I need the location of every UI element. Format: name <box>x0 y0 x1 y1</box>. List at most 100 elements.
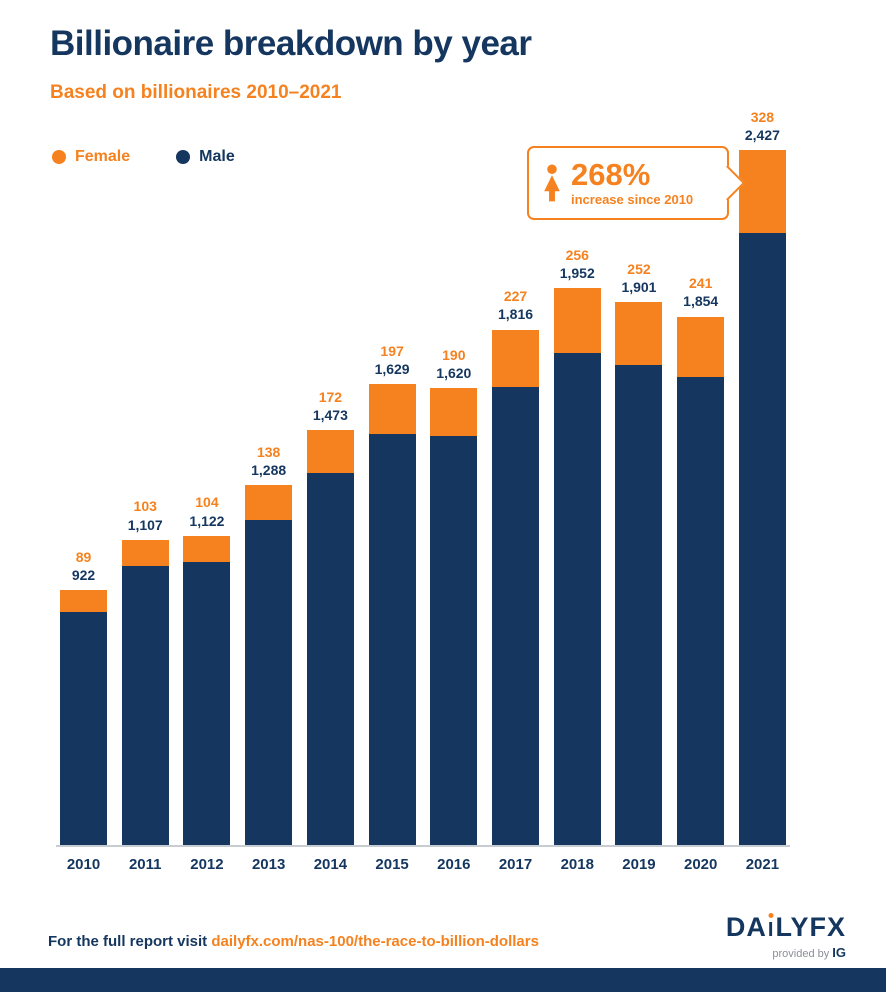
bar-value-labels: 104 1,122 <box>189 493 224 529</box>
male-bar-segment <box>738 232 786 845</box>
male-value-label: 1,901 <box>621 278 657 295</box>
female-person-icon <box>541 163 563 203</box>
x-axis-label: 2021 <box>745 856 780 873</box>
legend-item-male: Male <box>176 148 235 166</box>
bar-value-labels: 172 1,473 <box>313 388 348 424</box>
female-bar-segment <box>615 301 663 366</box>
male-bar-segment <box>121 565 169 845</box>
x-axis-label: 2016 <box>437 856 471 873</box>
x-axis-label: 2015 <box>375 856 409 873</box>
female-value-label: 252 <box>627 260 651 277</box>
male-bar-segment <box>553 352 601 845</box>
bar-value-labels: 227 1,816 <box>498 287 533 323</box>
female-value-label: 227 <box>503 288 528 305</box>
bar-column: 241 1,854 <box>677 274 725 845</box>
male-bar-segment <box>430 436 478 845</box>
male-value-label: 1,952 <box>559 264 595 281</box>
female-value-label: 89 <box>75 548 92 565</box>
male-bar-segment <box>183 561 231 845</box>
female-value-label: 138 <box>256 443 281 460</box>
callout-value: 268% <box>571 157 651 193</box>
female-bar-segment <box>60 589 107 613</box>
female-bar-segment <box>738 150 786 233</box>
callout-label: increase since 2010 <box>571 191 694 207</box>
bar-value-labels: 256 1,952 <box>560 246 595 282</box>
male-value-label: 1,629 <box>374 361 410 378</box>
footer-note: For the full report visit dailyfx.com/na… <box>48 933 539 950</box>
bar-column: 89 922 <box>60 548 107 845</box>
page-title: Billionaire breakdown by year <box>50 24 532 63</box>
female-bar-segment <box>553 288 601 353</box>
female-bar-segment <box>492 329 540 387</box>
logo-block: DAILYFX provided by IG <box>726 914 846 961</box>
provided-by-text: provided by <box>772 948 830 960</box>
bar-value-labels: 190 1,620 <box>436 346 471 382</box>
bar-value-labels: 103 1,107 <box>128 497 163 533</box>
bar-column: 197 1,629 <box>368 342 416 845</box>
x-axis-label: 2017 <box>498 856 533 873</box>
female-bar-segment <box>430 388 478 437</box>
male-value-label: 1,122 <box>189 512 225 529</box>
male-value-label: 1,620 <box>436 365 472 382</box>
female-bar-segment <box>306 430 354 474</box>
logo-part2: LYFX <box>775 912 846 942</box>
female-value-label: 172 <box>318 388 343 405</box>
male-value-label: 1,473 <box>312 406 348 423</box>
male-value-label: 922 <box>71 566 96 583</box>
legend-item-female: Female <box>52 148 130 166</box>
female-bar-segment <box>245 485 293 521</box>
x-axis-label: 2010 <box>66 856 101 873</box>
x-axis-label: 2018 <box>560 856 594 873</box>
ig-logo: IG <box>832 945 846 960</box>
female-bar-segment <box>368 384 416 435</box>
bar-value-labels: 138 1,288 <box>251 443 286 479</box>
bar-column: 190 1,620 <box>430 346 478 845</box>
female-dot-icon <box>52 150 66 164</box>
female-value-label: 103 <box>133 498 157 515</box>
x-axis-label: 2011 <box>128 856 162 873</box>
dailyfx-logo: DAILYFX <box>726 914 846 941</box>
bar-value-labels: 89 922 <box>72 548 95 584</box>
male-dot-icon <box>176 150 191 164</box>
bar-value-labels: 252 1,901 <box>621 260 656 296</box>
male-value-label: 1,288 <box>251 462 287 479</box>
male-value-label: 1,816 <box>498 306 534 323</box>
callout-text: 268% increase since 2010 <box>571 159 693 206</box>
female-bar-segment <box>677 316 725 378</box>
legend-female-label: Female <box>75 148 131 165</box>
legend: Female Male <box>52 148 235 166</box>
x-axis-label: 2014 <box>313 856 348 873</box>
male-bar-segment <box>677 377 725 845</box>
page-subtitle: Based on billionaires 2010–2021 <box>50 82 342 103</box>
legend-male-label: Male <box>199 148 235 165</box>
bar-column: 103 1,107 <box>121 497 169 845</box>
stacked-bar-chart: 89 922 103 1,107 104 1,122 138 1,288 172 1,473 197… <box>56 109 790 873</box>
bar-value-labels: 328 2,427 <box>745 108 780 144</box>
footer-text: For the full report visit <box>48 933 212 950</box>
female-value-label: 104 <box>195 494 219 511</box>
bar-column: 138 1,288 <box>245 443 293 845</box>
increase-callout: 268% increase since 2010 <box>527 146 746 220</box>
male-bar-segment <box>60 612 107 845</box>
female-value-label: 241 <box>689 275 713 292</box>
logo-i: I <box>767 919 775 941</box>
report-link[interactable]: dailyfx.com/nas-100/the-race-to-billion-… <box>211 933 539 950</box>
bar-column: 104 1,122 <box>183 493 231 845</box>
x-axis-label: 2020 <box>684 856 718 873</box>
bar-value-labels: 241 1,854 <box>683 274 718 310</box>
bar-column: 172 1,473 <box>306 388 354 845</box>
male-value-label: 1,854 <box>683 293 719 310</box>
bar-column: 252 1,901 <box>615 260 663 845</box>
x-axis-label: 2019 <box>622 856 656 873</box>
x-axis-label: 2013 <box>251 856 286 873</box>
x-axis: 2010 2011 2012 2013 2014 2015 2016 2017 2018 2019… <box>56 856 790 873</box>
bar-column: 328 2,427 <box>738 108 786 845</box>
male-bar-segment <box>368 434 416 845</box>
bars: 89 922 103 1,107 104 1,122 138 1,288 172 1,473 197… <box>56 109 790 847</box>
female-value-label: 328 <box>750 108 775 125</box>
provided-by: provided by IG <box>726 945 846 960</box>
female-bar-segment <box>183 535 231 562</box>
bar-column: 227 1,816 <box>492 287 540 845</box>
bottom-navy-strip <box>0 968 886 992</box>
male-bar-segment <box>306 473 354 845</box>
